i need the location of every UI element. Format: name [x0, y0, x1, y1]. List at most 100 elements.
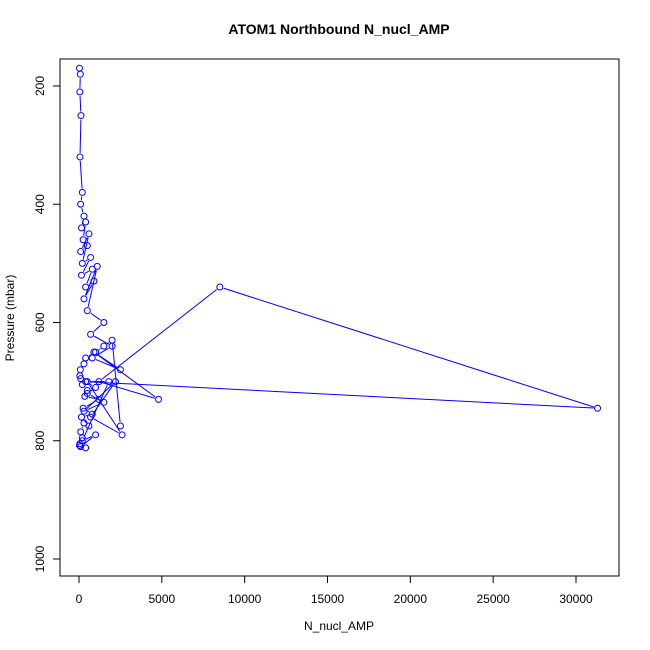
- data-point: [77, 443, 85, 451]
- series-segment: [93, 335, 109, 345]
- data-point: [116, 366, 124, 374]
- data-point: [216, 283, 224, 291]
- series-segment: [86, 272, 92, 284]
- data-point: [116, 422, 124, 430]
- data-point: [95, 378, 103, 386]
- data-point: [80, 360, 88, 368]
- data-point: [77, 375, 85, 383]
- data-point: [75, 64, 83, 72]
- series-segment: [89, 384, 121, 432]
- chart-title: ATOM1 Northbound N_nucl_AMP: [228, 21, 449, 37]
- series-segment: [79, 160, 83, 189]
- data-point: [100, 319, 108, 326]
- y-tick-label: 200: [33, 76, 47, 96]
- data-point: [92, 431, 100, 439]
- data-point: [78, 259, 86, 267]
- data-point: [83, 386, 91, 394]
- data-point: [76, 70, 84, 78]
- series-segment: [86, 400, 96, 407]
- y-tick-label: 1000: [33, 545, 47, 572]
- series-segment: [223, 287, 594, 408]
- data-point: [92, 348, 100, 356]
- data-point: [77, 271, 85, 279]
- data-point: [155, 395, 163, 403]
- data-point: [87, 330, 95, 338]
- data-point: [594, 404, 602, 412]
- data-point: [90, 277, 98, 285]
- y-axis: 200 400 600 800 1000: [33, 76, 61, 572]
- series-segment: [85, 259, 88, 262]
- series-segment: [85, 436, 93, 440]
- series-segment: [81, 207, 84, 213]
- x-tick-label: 25000: [476, 592, 510, 606]
- data-point: [88, 265, 96, 273]
- series-segment: [83, 436, 93, 445]
- y-tick-label: 800: [33, 430, 47, 450]
- series-segment: [112, 344, 121, 423]
- y-tick-label: 600: [33, 312, 47, 332]
- data-point: [80, 407, 88, 415]
- data-point: [77, 200, 85, 208]
- data-point: [87, 253, 95, 261]
- data-point: [82, 283, 90, 291]
- series-segment: [81, 426, 84, 429]
- series-segment: [90, 312, 101, 321]
- data-point: [85, 230, 93, 238]
- data-point: [83, 307, 91, 315]
- data-point: [82, 444, 90, 452]
- series-segment: [85, 269, 97, 296]
- series-segment: [79, 95, 82, 112]
- data-point: [80, 212, 88, 220]
- series-layer: [75, 64, 602, 452]
- series-segment: [101, 289, 217, 380]
- data-point: [85, 422, 93, 430]
- data-point: [83, 242, 91, 250]
- data-point: [76, 88, 84, 96]
- data-point: [88, 354, 96, 362]
- data-point: [79, 404, 87, 412]
- data-point: [118, 431, 126, 439]
- data-point: [76, 153, 84, 161]
- series-segment: [90, 389, 93, 392]
- x-tick-label: 20000: [394, 592, 428, 606]
- series-segment: [83, 247, 85, 250]
- data-point: [108, 336, 116, 344]
- data-point: [81, 392, 89, 400]
- data-point: [108, 342, 116, 350]
- data-point: [100, 342, 108, 350]
- data-point: [83, 378, 91, 386]
- y-tick-label: 400: [33, 194, 47, 214]
- data-point: [100, 398, 108, 406]
- data-point: [105, 378, 113, 386]
- series-segment: [79, 119, 82, 153]
- series-segment: [93, 418, 119, 434]
- data-point: [77, 428, 85, 436]
- data-point: [95, 395, 103, 403]
- data-point: [77, 248, 85, 256]
- data-point: [78, 188, 86, 196]
- data-point: [77, 112, 85, 120]
- data-point: [93, 262, 101, 270]
- x-tick-label: 0: [76, 592, 83, 606]
- series-segment: [88, 396, 96, 400]
- data-point: [92, 384, 100, 392]
- series-segment: [82, 260, 90, 272]
- series-segment: [106, 342, 110, 345]
- data-point: [82, 354, 90, 362]
- x-axis: 0 5000 10000 15000 20000 25000 30000: [76, 575, 593, 606]
- series-segment: [85, 284, 93, 296]
- data-point: [80, 295, 88, 303]
- data-point: [82, 218, 90, 226]
- data-point: [111, 378, 119, 386]
- series-segment: [83, 419, 87, 424]
- data-point: [77, 224, 85, 232]
- plot-frame: [59, 58, 620, 577]
- x-tick-label: 10000: [228, 592, 262, 606]
- series-segment: [80, 196, 83, 201]
- y-axis-title: Pressure (mbar): [3, 275, 17, 362]
- data-point: [88, 410, 96, 418]
- data-point: [80, 419, 88, 427]
- data-point: [76, 366, 84, 374]
- x-tick-label: 5000: [148, 592, 175, 606]
- series-segment: [84, 270, 89, 274]
